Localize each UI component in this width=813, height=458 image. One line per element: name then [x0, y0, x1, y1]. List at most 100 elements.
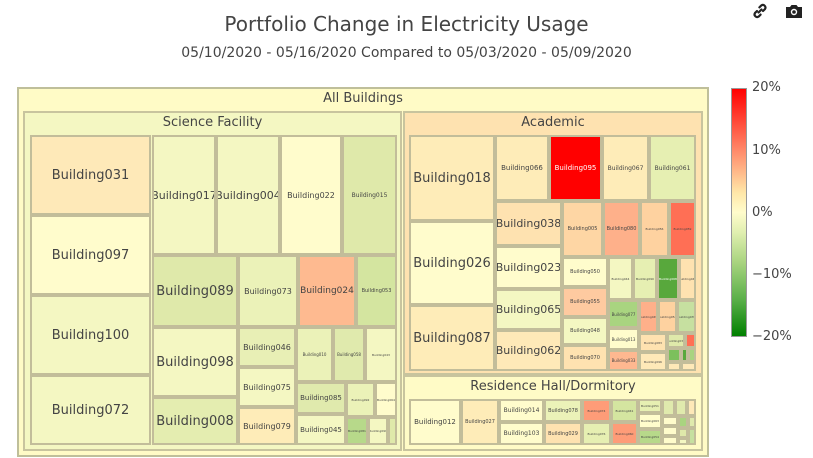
treemap-tile[interactable]: Building067: [602, 135, 649, 201]
treemap-tile[interactable]: [688, 348, 696, 362]
tile-label: Building015: [351, 191, 388, 199]
treemap-tile[interactable]: Building045: [296, 414, 346, 445]
tile-label: Building024: [300, 286, 354, 296]
treemap-tile[interactable]: Building090: [633, 257, 657, 300]
treemap-tile[interactable]: Building005: [562, 201, 603, 257]
treemap-tile[interactable]: Building038: [495, 201, 562, 246]
treemap-tile[interactable]: Building010: [296, 327, 333, 382]
treemap-tile[interactable]: Building058: [333, 327, 365, 382]
treemap-tile[interactable]: Building012: [409, 399, 461, 445]
treemap-tile[interactable]: [388, 417, 397, 445]
tile-label: Building018: [413, 170, 491, 186]
treemap-tile[interactable]: [678, 438, 688, 445]
treemap-tile[interactable]: Building075: [238, 367, 296, 407]
treemap-tile[interactable]: Building079: [238, 407, 296, 445]
treemap-tile[interactable]: Building097: [30, 215, 151, 295]
treemap-tile[interactable]: Building008: [152, 397, 238, 445]
treemap-tile[interactable]: Building027: [461, 399, 499, 445]
treemap-tile[interactable]: Building022: [280, 135, 342, 255]
treemap-tile[interactable]: [678, 416, 688, 428]
treemap-tile[interactable]: Building053: [356, 255, 397, 327]
treemap-tile[interactable]: [667, 348, 681, 362]
treemap-tile[interactable]: [687, 399, 696, 416]
tile-label: Building061: [654, 164, 691, 172]
treemap-tile[interactable]: Building035: [677, 300, 696, 333]
treemap-tile[interactable]: Building018: [409, 135, 495, 221]
treemap-tile[interactable]: Building059: [669, 201, 696, 257]
treemap-tile[interactable]: Building070: [562, 345, 608, 371]
treemap-tile[interactable]: Building080: [603, 201, 640, 257]
treemap-tile[interactable]: Building100: [30, 295, 151, 375]
treemap-tile[interactable]: Building083: [639, 333, 667, 352]
treemap-tile[interactable]: Building060: [611, 422, 638, 445]
treemap-tile[interactable]: [688, 416, 696, 428]
treemap-tile[interactable]: Building078: [544, 399, 582, 422]
treemap-tile[interactable]: Building064: [375, 382, 397, 417]
treemap-tile[interactable]: Building073: [238, 255, 298, 327]
treemap-tile[interactable]: Building072: [30, 375, 151, 445]
tile-label: Building054: [641, 435, 659, 439]
link-icon[interactable]: [751, 2, 771, 20]
treemap-tile[interactable]: Building065: [495, 289, 562, 330]
treemap-tile[interactable]: Building033: [608, 350, 639, 371]
treemap-tile[interactable]: [681, 348, 688, 362]
treemap-tile[interactable]: Building031: [30, 135, 151, 215]
treemap-tile[interactable]: Building076: [582, 422, 611, 445]
treemap-tile[interactable]: [662, 416, 678, 426]
treemap-tile[interactable]: Building014: [499, 399, 544, 422]
treemap-tile[interactable]: Building050: [562, 257, 608, 287]
treemap-tile[interactable]: Building095: [549, 135, 602, 201]
treemap-tile[interactable]: Building063: [638, 413, 662, 429]
treemap-tile[interactable]: [662, 426, 678, 436]
treemap-tile[interactable]: [667, 362, 681, 371]
treemap-tile[interactable]: Building062: [495, 330, 562, 371]
treemap-tile[interactable]: Building085: [296, 382, 346, 414]
treemap-tile[interactable]: Building052: [658, 300, 677, 333]
treemap-tile[interactable]: [688, 428, 696, 445]
treemap-tile[interactable]: Building026: [409, 221, 495, 305]
treemap-tile[interactable]: Building098: [152, 327, 238, 397]
treemap-tile[interactable]: Building048: [562, 317, 608, 345]
camera-icon[interactable]: [785, 2, 805, 20]
treemap-tile[interactable]: Building087: [409, 305, 495, 371]
treemap-tile[interactable]: Building046: [238, 327, 296, 367]
treemap-tile[interactable]: [662, 436, 678, 445]
treemap-tile[interactable]: Building061: [649, 135, 696, 201]
treemap-tile[interactable]: Building041: [611, 399, 638, 422]
treemap-tile[interactable]: Building099: [368, 417, 388, 445]
treemap-tile[interactable]: Building068: [657, 257, 679, 300]
treemap-tile[interactable]: Building077: [608, 300, 639, 328]
treemap-tile[interactable]: Building024: [298, 255, 356, 327]
treemap-tile[interactable]: [675, 399, 687, 416]
tile-label: Building050: [570, 269, 600, 275]
treemap-tile[interactable]: Building096: [639, 352, 667, 371]
treemap-tile[interactable]: Building092: [346, 382, 375, 417]
treemap-tile[interactable]: Building054: [638, 429, 662, 445]
treemap-tile[interactable]: [662, 399, 675, 416]
treemap-tile[interactable]: Building055: [562, 287, 608, 317]
treemap-tile[interactable]: Building043: [365, 327, 397, 382]
treemap-tile[interactable]: Building013: [608, 328, 639, 350]
tile-label: Building103: [503, 430, 540, 437]
treemap-tile[interactable]: Building034: [667, 333, 685, 348]
treemap-tile[interactable]: [681, 362, 696, 371]
treemap-tile[interactable]: Building017: [152, 135, 216, 255]
treemap-tile[interactable]: Building081: [346, 417, 368, 445]
tile-label: Building072: [51, 402, 130, 418]
treemap-tile[interactable]: Building056: [640, 201, 669, 257]
treemap-tile[interactable]: [678, 428, 688, 438]
tile-label: Building052: [658, 314, 677, 319]
treemap-tile[interactable]: Building089: [152, 255, 238, 327]
treemap-tile[interactable]: Building044: [608, 257, 633, 300]
treemap-tile[interactable]: Building049: [639, 300, 658, 333]
treemap-tile[interactable]: Building066: [495, 135, 549, 201]
treemap-tile[interactable]: Building023: [495, 246, 562, 289]
treemap-tile[interactable]: Building040: [679, 257, 696, 300]
treemap-tile[interactable]: Building029: [544, 422, 582, 445]
treemap-tile[interactable]: Building051: [638, 399, 662, 413]
treemap-tile[interactable]: Building074: [582, 399, 611, 422]
treemap-tile[interactable]: [685, 333, 696, 348]
treemap-tile[interactable]: Building103: [499, 422, 544, 445]
treemap-tile[interactable]: Building004: [216, 135, 280, 255]
treemap-tile[interactable]: Building015: [342, 135, 397, 255]
